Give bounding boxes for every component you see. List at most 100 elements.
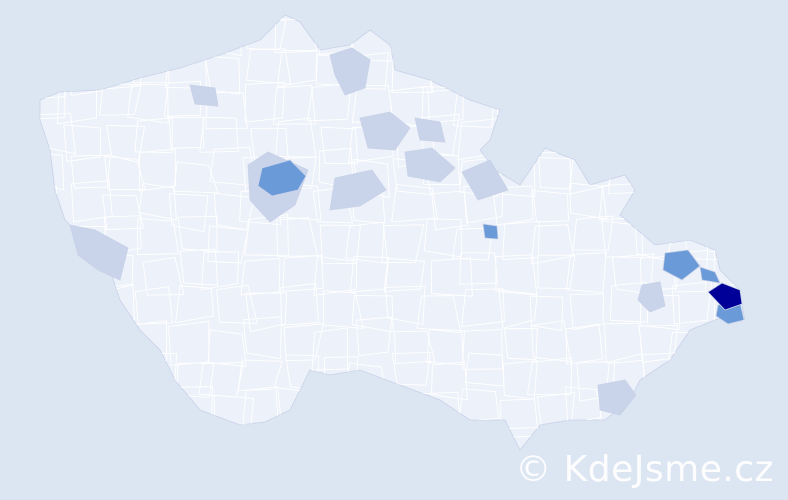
district [601, 220, 644, 258]
district [607, 123, 650, 158]
district [138, 148, 177, 192]
district [320, 126, 359, 165]
district [127, 84, 169, 124]
district [134, 286, 174, 325]
district [528, 15, 567, 52]
district [250, 127, 289, 164]
district [134, 117, 173, 154]
district-low [637, 281, 666, 313]
district [676, 20, 716, 61]
district [92, 331, 139, 366]
district [384, 285, 426, 325]
district [311, 327, 349, 371]
district [179, 248, 219, 286]
district [743, 229, 745, 263]
district [750, 393, 786, 430]
district [458, 388, 500, 423]
district [286, 430, 326, 450]
district [138, 182, 177, 221]
district [754, 358, 788, 399]
district [710, 91, 745, 131]
district [499, 114, 534, 154]
district [383, 257, 426, 293]
district [64, 286, 107, 327]
district [646, 183, 682, 219]
district [460, 24, 499, 63]
district [706, 214, 745, 253]
district [640, 399, 676, 438]
district [571, 48, 607, 92]
district [40, 17, 66, 60]
district [565, 323, 603, 365]
district [756, 188, 788, 225]
district [173, 161, 219, 194]
district [750, 19, 788, 55]
district [201, 251, 240, 291]
district [394, 330, 436, 364]
district [63, 124, 101, 162]
district-low [329, 47, 371, 96]
district-low [414, 117, 446, 143]
district [566, 113, 606, 158]
district [306, 82, 352, 122]
district [103, 15, 142, 55]
district [205, 91, 248, 130]
district [739, 156, 745, 197]
district [40, 254, 69, 289]
district [740, 260, 745, 300]
district [531, 320, 572, 363]
district [572, 215, 614, 251]
district [566, 15, 605, 47]
district-low [329, 169, 387, 211]
district [637, 116, 679, 156]
district [199, 116, 239, 153]
district-mid [482, 223, 499, 240]
district [498, 289, 538, 329]
district-low [69, 224, 129, 281]
district-low [359, 111, 411, 151]
district [175, 285, 214, 324]
district [426, 328, 465, 366]
district [355, 316, 393, 357]
district [712, 321, 745, 356]
district [67, 393, 107, 433]
district [280, 282, 320, 326]
district [205, 428, 244, 450]
district [714, 51, 745, 91]
district [675, 351, 718, 394]
district [391, 352, 432, 386]
district [40, 330, 74, 371]
district [639, 18, 678, 58]
district [608, 15, 648, 46]
district [677, 46, 714, 84]
district-low [189, 84, 219, 107]
district [461, 427, 504, 450]
district [40, 363, 65, 404]
district [680, 84, 725, 118]
district [569, 293, 605, 331]
district-low [597, 379, 637, 416]
district [142, 256, 185, 296]
district [538, 156, 572, 190]
district [716, 191, 745, 229]
district-low [404, 147, 456, 183]
district [639, 295, 681, 331]
district [165, 23, 207, 65]
district [740, 117, 745, 156]
district [351, 295, 394, 333]
district [322, 290, 364, 329]
district [104, 156, 146, 191]
district [602, 54, 646, 93]
district [679, 397, 720, 438]
district [390, 15, 426, 51]
district [40, 213, 65, 251]
watermark: © KdeJsme.cz [515, 449, 774, 490]
district [40, 425, 69, 450]
district [101, 194, 144, 231]
district [707, 397, 745, 439]
district [751, 84, 788, 124]
district [537, 254, 576, 290]
district [566, 252, 607, 293]
district [707, 127, 745, 167]
